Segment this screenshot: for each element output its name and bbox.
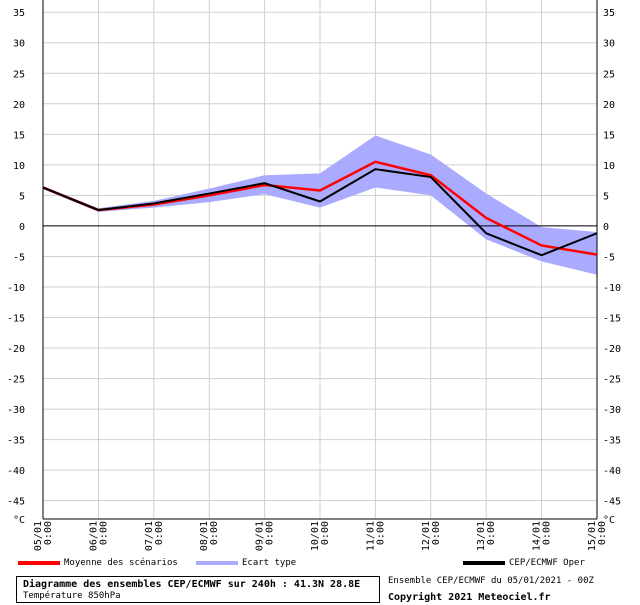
x-tick-label: 15/010:00 [587, 521, 608, 551]
chart-title: Diagramme des ensembles CEP/ECMWF sur 24… [23, 579, 361, 590]
y-tick-label-right: -20 [603, 344, 621, 355]
x-tick-label: 10/010:00 [310, 521, 331, 551]
y-unit-right: °C [603, 515, 615, 526]
y-tick-label-left: 0 [19, 222, 25, 233]
x-tick-label: 09/010:00 [255, 521, 276, 551]
x-tick-label: 14/010:00 [532, 521, 553, 551]
y-tick-label-left: 35 [13, 8, 25, 19]
copyright: Copyright 2021 Meteociel.fr [388, 592, 551, 603]
legend-oper-swatch [463, 561, 505, 565]
y-tick-label-right: -15 [603, 314, 621, 325]
y-tick-label-left: 30 [13, 39, 25, 50]
x-tick-label: 11/010:00 [365, 521, 386, 551]
legend-oper-label: CEP/ECMWF Oper [509, 558, 585, 568]
y-tick-label-right: -45 [603, 497, 621, 508]
y-tick-label-left: -45 [7, 497, 25, 508]
y-tick-label-right: 0 [603, 222, 609, 233]
run-info: Ensemble CEP/ECMWF du 05/01/2021 - 00Z [388, 576, 594, 586]
y-tick-label-left: -35 [7, 436, 25, 447]
x-tick-label: 07/010:00 [144, 521, 165, 551]
legend-mean: Moyenne des scénarios [18, 558, 178, 568]
y-tick-label-left: 15 [13, 130, 25, 141]
y-tick-label-left: 5 [19, 191, 25, 202]
stddev-band [43, 135, 597, 275]
y-tick-label-left: -25 [7, 375, 25, 386]
y-tick-label-left: -20 [7, 344, 25, 355]
y-tick-label-right: 10 [603, 161, 615, 172]
y-tick-label-right: -35 [603, 436, 621, 447]
y-unit-left: °C [13, 515, 25, 526]
legend-oper: CEP/ECMWF Oper [463, 558, 585, 568]
legend-stddev-swatch [196, 561, 238, 565]
chart-subtitle: Température 850hPa [23, 591, 121, 601]
x-tick-label: 08/010:00 [199, 521, 220, 551]
chart-title-box: Diagramme des ensembles CEP/ECMWF sur 24… [16, 576, 380, 603]
y-tick-label-right: 20 [603, 100, 615, 111]
series-line-oper [42, 168, 598, 257]
y-tick-label-right: 25 [603, 69, 615, 80]
ensemble-chart: 35 35 30 30 25 25 20 20 15 15 10 10 5 5 0 0 -5 -5 -10 -10 -1… [7, 0, 621, 551]
y-tick-label-right: 15 [603, 130, 615, 141]
y-tick-label-right: 5 [603, 191, 609, 202]
y-tick-label-right: -5 [603, 252, 615, 263]
y-tick-label-left: 10 [13, 161, 25, 172]
x-tick-label: 13/010:00 [476, 521, 497, 551]
legend-stddev: Ecart type [196, 558, 296, 568]
y-tick-label-right: -40 [603, 466, 621, 477]
y-tick-label-left: -10 [7, 283, 25, 294]
y-tick-label-left: -15 [7, 314, 25, 325]
y-tick-label-right: -30 [603, 405, 621, 416]
y-tick-label-left: -40 [7, 466, 25, 477]
y-tick-label-right: 35 [603, 8, 615, 19]
x-tick-label: 12/010:00 [421, 521, 442, 551]
y-tick-label-left: 25 [13, 69, 25, 80]
legend-stddev-label: Ecart type [242, 558, 297, 568]
y-tick-label-left: -30 [7, 405, 25, 416]
x-tick-label: 06/010:00 [88, 521, 109, 551]
y-tick-label-right: -25 [603, 375, 621, 386]
x-tick-label: 05/010:00 [33, 521, 54, 551]
legend-mean-label: Moyenne des scénarios [64, 558, 178, 568]
y-tick-label-right: 30 [603, 39, 615, 50]
y-tick-label-left: -5 [13, 252, 25, 263]
y-tick-label-right: -10 [603, 283, 621, 294]
legend-mean-swatch [18, 561, 60, 565]
y-tick-label-left: 20 [13, 100, 25, 111]
